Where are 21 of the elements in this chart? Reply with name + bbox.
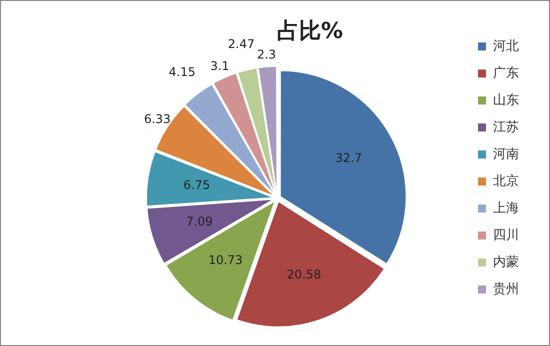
data-label: 20.58 — [286, 267, 322, 282]
legend-label: 广东 — [493, 66, 519, 81]
data-label: 10.73 — [208, 253, 243, 268]
data-label: 6.75 — [183, 178, 210, 192]
legend-label: 内蒙 — [493, 254, 519, 270]
legend-label: 河北 — [493, 38, 519, 54]
data-label: 7.09 — [186, 214, 213, 228]
legend-label: 贵州 — [493, 282, 519, 297]
data-label: 32.7 — [335, 151, 362, 166]
legend-label: 山东 — [493, 92, 519, 108]
data-label: 2.3 — [256, 47, 276, 62]
legend-label: 江苏 — [493, 120, 519, 135]
data-label: 6.33 — [144, 112, 171, 126]
data-label: 4.15 — [168, 65, 196, 80]
legend-label: 北京 — [493, 174, 519, 189]
legend-label: 河南 — [493, 146, 519, 162]
data-label: 2.47 — [228, 37, 255, 52]
legend-label: 四川 — [493, 228, 519, 243]
legend-label: 上海 — [493, 200, 519, 216]
data-label: 3.1 — [210, 59, 230, 74]
chart-title: 占比% — [276, 18, 344, 44]
